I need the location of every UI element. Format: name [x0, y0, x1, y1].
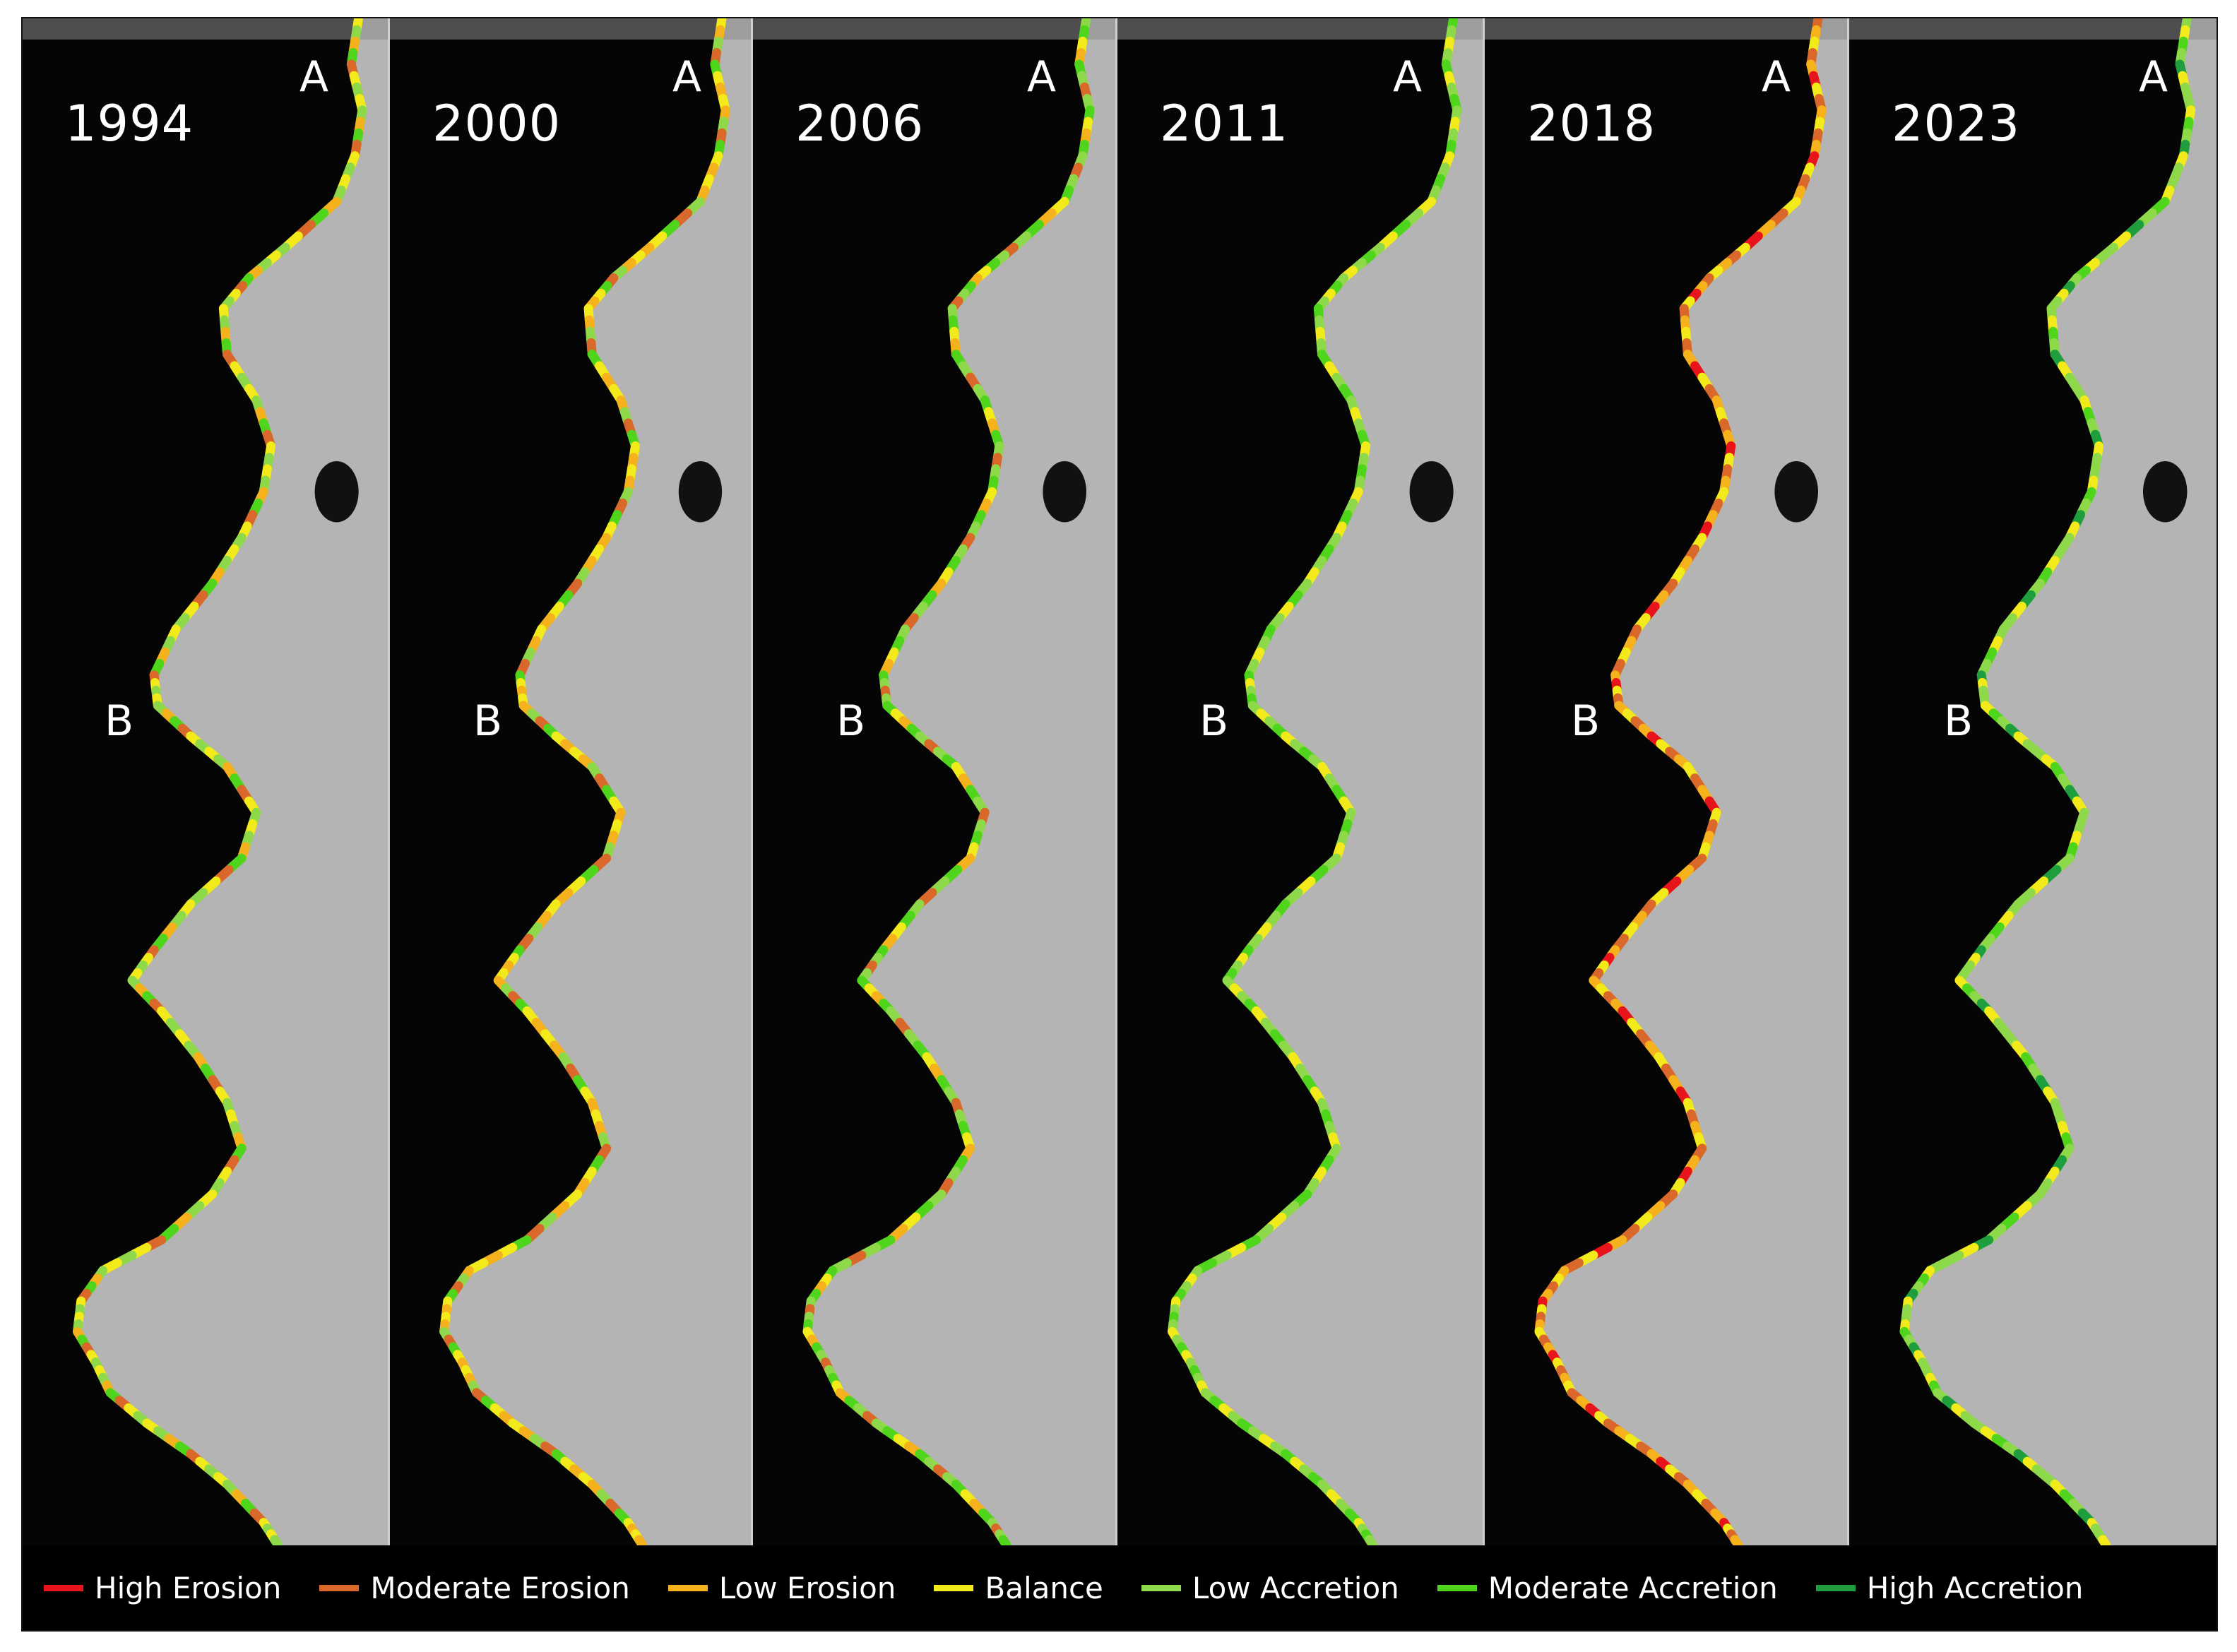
map-panel-2006: 2006 A B	[753, 18, 1117, 1545]
land-area	[1904, 18, 2217, 1545]
legend-item-high-accretion: High Accretion	[1815, 1570, 2084, 1605]
legend-swatch	[319, 1584, 360, 1591]
legend-label: Low Erosion	[718, 1570, 896, 1605]
coastline-map	[1485, 18, 1847, 1545]
point-b-label: B	[1571, 696, 1601, 746]
map-panel-2011: 2011 A B	[1117, 18, 1485, 1545]
year-label: 2018	[1527, 95, 1656, 153]
legend-swatch	[1437, 1584, 1477, 1591]
point-b-label: B	[1944, 696, 1974, 746]
legend-label: Low Accretion	[1192, 1570, 1399, 1605]
legend-item-moderate-erosion: Moderate Erosion	[319, 1571, 630, 1605]
northern-landmass	[390, 18, 751, 40]
inland-lake	[2143, 460, 2188, 523]
shoreline-segment	[270, 1535, 283, 1545]
shoreline-segment	[1730, 1535, 1743, 1545]
year-label: 2023	[1892, 95, 2021, 153]
legend-label: High Accretion	[1866, 1570, 2084, 1605]
legend-label: Moderate Erosion	[370, 1570, 630, 1605]
inland-lake	[1774, 460, 1818, 523]
map-panel-2023: 2023 A B	[1849, 18, 2217, 1545]
point-a-label: A	[1762, 52, 1791, 102]
map-panel-2018: 2018 A B	[1485, 18, 1849, 1545]
legend-swatch	[934, 1584, 974, 1591]
point-b-label: B	[105, 696, 134, 746]
shoreline-segment	[2098, 1535, 2111, 1545]
legend-item-high-erosion: High Erosion	[44, 1571, 281, 1605]
legend-label: High Erosion	[95, 1570, 282, 1605]
land-area	[807, 18, 1115, 1545]
legend: High Erosion Moderate Erosion Low Erosio…	[23, 1545, 2217, 1630]
legend-swatch	[1141, 1584, 1181, 1591]
year-label: 2006	[795, 95, 925, 153]
map-panel-2000: 2000 A B	[390, 18, 753, 1545]
land-area	[77, 18, 388, 1545]
coastline-map	[1117, 18, 1483, 1545]
legend-swatch	[1815, 1584, 1856, 1591]
legend-swatch	[667, 1584, 708, 1591]
northern-landmass	[1485, 18, 1847, 40]
coastline-map	[1849, 18, 2217, 1545]
inland-lake	[1409, 460, 1454, 523]
inland-lake	[314, 460, 359, 523]
shoreline-segment	[1365, 1535, 1378, 1545]
shoreline-segment	[634, 1535, 648, 1545]
land-area	[1172, 18, 1483, 1545]
shoreline-segment	[998, 1535, 1011, 1545]
inland-lake	[678, 460, 723, 523]
legend-item-low-accretion: Low Accretion	[1141, 1571, 1399, 1605]
point-a-label: A	[299, 52, 329, 102]
legend-label: Balance	[985, 1570, 1103, 1605]
point-a-label: A	[672, 52, 702, 102]
northern-landmass	[1849, 18, 2217, 40]
northern-landmass	[753, 18, 1115, 40]
point-a-label: A	[1027, 52, 1057, 102]
point-b-label: B	[836, 696, 866, 746]
legend-label: Moderate Accretion	[1488, 1570, 1778, 1605]
legend-item-moderate-accretion: Moderate Accretion	[1437, 1571, 1778, 1605]
year-label: 1994	[65, 95, 194, 153]
panel-strip: 1994 A B 2000 A B 2006 A B 2011 A B 2018…	[23, 18, 2217, 1545]
coastline-map	[753, 18, 1115, 1545]
coastline-map	[23, 18, 388, 1545]
land-area	[444, 18, 751, 1545]
legend-swatch	[44, 1584, 83, 1591]
point-b-label: B	[473, 696, 503, 746]
legend-item-balance: Balance	[934, 1571, 1103, 1605]
inland-lake	[1043, 460, 1086, 523]
point-b-label: B	[1199, 696, 1229, 746]
map-panel-1994: 1994 A B	[23, 18, 390, 1545]
land-area	[1539, 18, 1847, 1545]
figure-frame: 1994 A B 2000 A B 2006 A B 2011 A B 2018…	[21, 17, 2218, 1632]
year-label: 2000	[432, 95, 562, 153]
coastline-map	[390, 18, 751, 1545]
legend-item-low-erosion: Low Erosion	[667, 1570, 896, 1605]
point-a-label: A	[1393, 52, 1423, 102]
northern-landmass	[1117, 18, 1483, 40]
year-label: 2011	[1160, 95, 1289, 153]
point-a-label: A	[2139, 52, 2168, 102]
northern-landmass	[23, 18, 388, 40]
